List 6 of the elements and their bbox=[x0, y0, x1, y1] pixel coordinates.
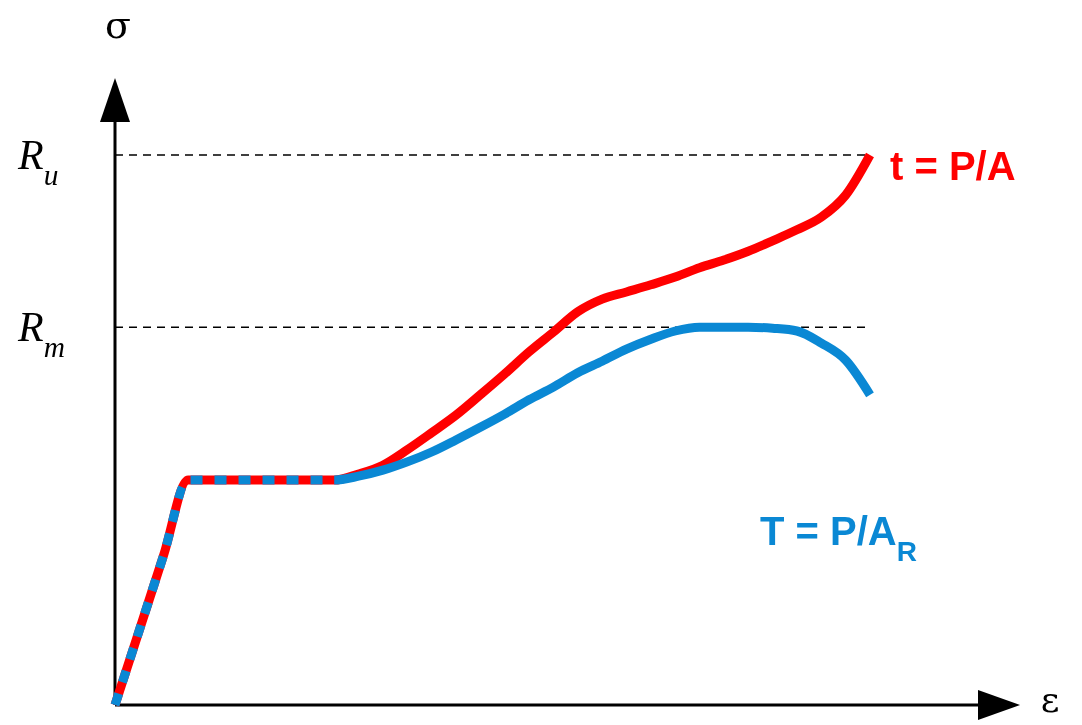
series-label: t = P/A bbox=[890, 144, 1016, 188]
y-axis-title: σ bbox=[105, 3, 131, 47]
text: T = P/A$_{R}$ bbox=[760, 509, 917, 567]
x-axis-title: ε bbox=[1040, 679, 1060, 720]
ref-line-label: R$_{m}$ bbox=[17, 304, 65, 364]
ref-line-label: R$_{u}$ bbox=[17, 132, 59, 191]
